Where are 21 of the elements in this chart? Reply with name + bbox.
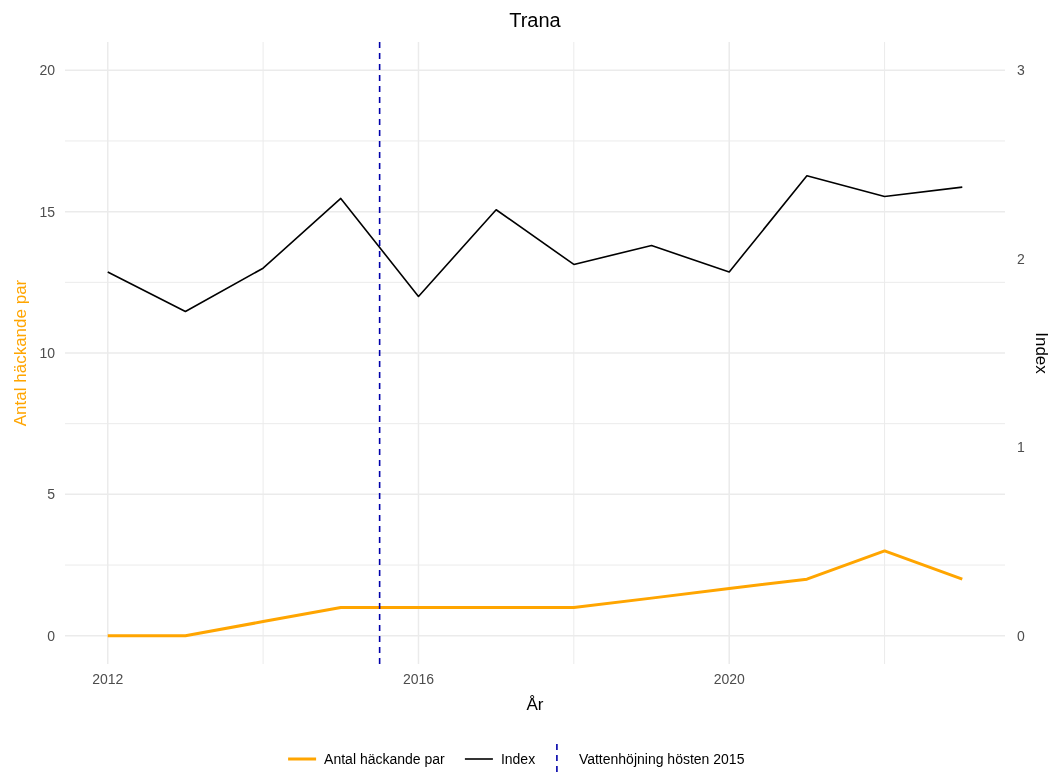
y2-axis-title: Index xyxy=(1032,332,1051,375)
y2-tick-label: 1 xyxy=(1017,439,1025,456)
line-series xyxy=(106,175,964,313)
line-series xyxy=(106,549,964,638)
y-tick-label: 10 xyxy=(39,345,56,361)
y-tick-label: 15 xyxy=(39,203,56,220)
y2-tick-label: 3 xyxy=(1017,62,1025,79)
legend-label: Vattenhöjning hösten 2015 xyxy=(578,751,745,767)
x-axis-title: År xyxy=(526,695,544,714)
y-tick-label: 20 xyxy=(39,62,56,79)
y-tick-label: 5 xyxy=(47,486,56,503)
chart-title: Trana xyxy=(509,9,562,31)
y-tick-label: 0 xyxy=(47,627,56,644)
y2-tick-label: 0 xyxy=(1017,627,1025,644)
legend-label: Antal häckande par xyxy=(324,751,446,767)
x-tick-label: 2020 xyxy=(713,671,745,687)
legend-label: Index xyxy=(500,751,536,767)
x-tick-label: 2012 xyxy=(92,671,124,687)
y-axis-title: Antal häckande par xyxy=(11,279,30,427)
x-tick-label: 2016 xyxy=(402,671,435,687)
y2-tick-label: 2 xyxy=(1017,250,1025,267)
